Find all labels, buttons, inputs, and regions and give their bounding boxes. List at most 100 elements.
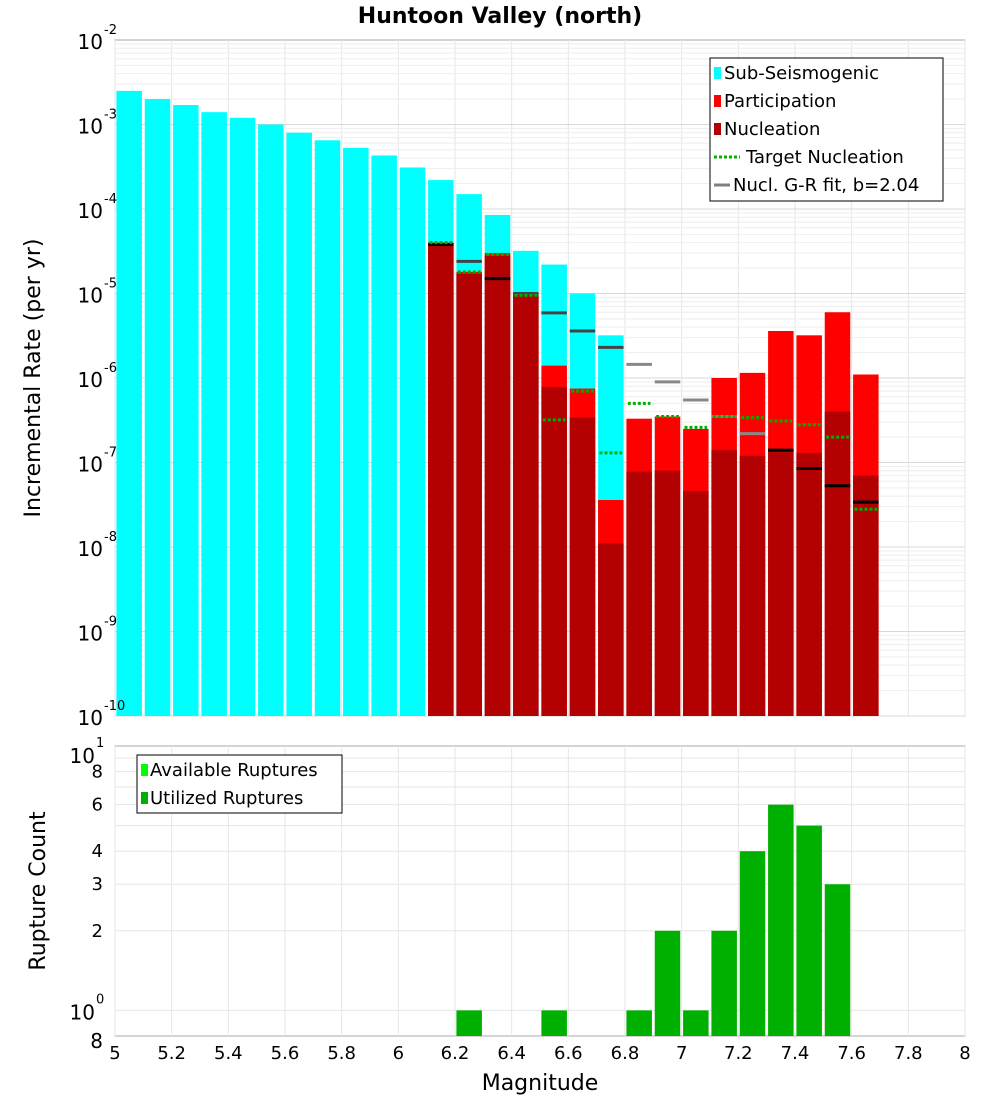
- bar-sub-seismogenic: [258, 124, 284, 716]
- top-fit-lines: [428, 241, 879, 511]
- bar-nucleation: [598, 543, 624, 716]
- bar-nucleation: [513, 295, 539, 716]
- bar-sub-seismogenic: [286, 132, 312, 716]
- y-tick-exponent: -5: [104, 277, 117, 292]
- bar-utilized-ruptures: [654, 930, 681, 1036]
- y-tick-label: 2: [92, 921, 103, 942]
- y-tick-label: 10: [78, 453, 103, 477]
- y-tick-label: 8: [92, 762, 103, 783]
- x-tick-label: 5.2: [157, 1043, 186, 1064]
- y-tick-exponent: -7: [104, 446, 117, 461]
- y-tick-exponent: -2: [104, 23, 117, 38]
- top-plot-area: 10-210-310-410-510-610-710-810-910-10 In…: [21, 23, 966, 730]
- bar-sub-seismogenic: [116, 90, 142, 716]
- y-tick-label: 4: [92, 841, 103, 862]
- bottom-x-ticks: 5 5.2 5.4 5.6 5.8 6 6.2 6.4 6.6 6.8 7 7.2 7.4 7.6 7.8 8: [109, 1043, 970, 1064]
- bar-utilized-ruptures: [626, 1010, 652, 1036]
- bar-sub-seismogenic: [144, 99, 171, 716]
- bar-nucleation: [796, 452, 822, 716]
- bottom-bars: [456, 804, 851, 1036]
- bar-nucleation: [484, 255, 511, 716]
- legend-swatch: [714, 67, 721, 79]
- y-tick-label: 6: [92, 795, 103, 816]
- bar-utilized-ruptures: [456, 1010, 482, 1036]
- bottom-y-axis-label: Rupture Count: [26, 811, 51, 971]
- x-tick-label: 7.8: [894, 1043, 923, 1064]
- top-legend-box: [709, 57, 944, 202]
- y-tick-exponent: 0: [96, 992, 104, 1007]
- y-tick-label: 10: [78, 115, 103, 139]
- legend-label: Sub-Seismogenic: [724, 63, 879, 84]
- top-legend: Sub-Seismogenic Participation Nucleation Ta…: [709, 57, 944, 202]
- y-tick-label: 10: [70, 1000, 95, 1024]
- x-tick-label: 6.8: [611, 1043, 640, 1064]
- bar-nucleation: [711, 450, 737, 716]
- legend-label: Participation: [724, 91, 836, 112]
- top-bars: [116, 90, 879, 717]
- bar-nucleation: [428, 244, 454, 716]
- legend-label: Available Ruptures: [150, 760, 318, 781]
- y-tick-label: 10: [78, 706, 103, 730]
- y-tick-label: 10: [78, 284, 103, 308]
- legend-swatch: [714, 123, 721, 135]
- bar-nucleation: [456, 274, 482, 716]
- x-tick-label: 6.4: [497, 1043, 526, 1064]
- legend-label: Target Nucleation: [745, 147, 904, 168]
- y-tick-label: 10: [78, 30, 103, 54]
- bar-utilized-ruptures: [739, 851, 766, 1036]
- bar-utilized-ruptures: [711, 930, 737, 1036]
- legend-swatch: [714, 95, 721, 107]
- bar-sub-seismogenic: [229, 117, 256, 716]
- bar-nucleation: [626, 471, 652, 716]
- x-tick-label: 6.6: [554, 1043, 583, 1064]
- y-tick-label: 10: [78, 537, 103, 561]
- bottom-legend-box: [136, 754, 343, 814]
- bar-utilized-ruptures: [683, 1010, 709, 1036]
- legend-label: Nucl. G-R fit, b=2.04: [733, 175, 919, 196]
- y-tick-exponent: -10: [104, 699, 125, 714]
- top-grid: [114, 40, 966, 717]
- y-tick-label: 10: [70, 744, 95, 768]
- bar-utilized-ruptures: [768, 804, 794, 1036]
- y-tick-exponent: -3: [104, 108, 117, 123]
- chart-title: Huntoon Valley (north): [358, 4, 642, 29]
- x-tick-label: 5.6: [271, 1043, 300, 1064]
- x-axis-label: Magnitude: [482, 1071, 599, 1096]
- top-y-axis-label: Incremental Rate (per yr): [21, 239, 46, 518]
- legend-swatch: [141, 764, 148, 776]
- x-tick-label: 8: [959, 1043, 970, 1064]
- x-tick-label: 7.6: [837, 1043, 866, 1064]
- x-tick-label: 7: [676, 1043, 687, 1064]
- y-tick-label: 10: [78, 368, 103, 392]
- bar-utilized-ruptures: [796, 825, 822, 1036]
- legend-swatch: [141, 792, 148, 804]
- legend-label: Nucleation: [724, 119, 820, 140]
- y-tick-exponent: -9: [104, 615, 117, 630]
- bar-sub-seismogenic: [314, 140, 341, 716]
- top-y-ticks: 10-210-310-410-510-610-710-810-910-10: [78, 23, 126, 730]
- legend-label: Utilized Ruptures: [150, 788, 303, 809]
- y-tick-exponent: -8: [104, 530, 117, 545]
- y-tick-exponent: -6: [104, 361, 117, 376]
- bar-nucleation: [739, 455, 766, 716]
- y-tick-label: 3: [92, 874, 103, 895]
- x-tick-label: 6.2: [441, 1043, 470, 1064]
- bar-utilized-ruptures: [824, 884, 851, 1036]
- bar-nucleation: [853, 475, 879, 716]
- bar-nucleation: [768, 450, 794, 716]
- x-tick-label: 6: [393, 1043, 404, 1064]
- y-tick-exponent: -4: [104, 192, 117, 207]
- bar-nucleation: [683, 490, 709, 716]
- y-tick-label: 10: [78, 622, 103, 646]
- x-tick-label: 5.4: [214, 1043, 243, 1064]
- bar-utilized-ruptures: [541, 1010, 567, 1036]
- x-tick-label: 5.8: [327, 1043, 356, 1064]
- bar-nucleation: [541, 387, 567, 716]
- x-tick-label: 7.2: [724, 1043, 753, 1064]
- bar-nucleation: [569, 417, 596, 716]
- y-tick-label: 10: [78, 199, 103, 223]
- bar-sub-seismogenic: [343, 147, 369, 716]
